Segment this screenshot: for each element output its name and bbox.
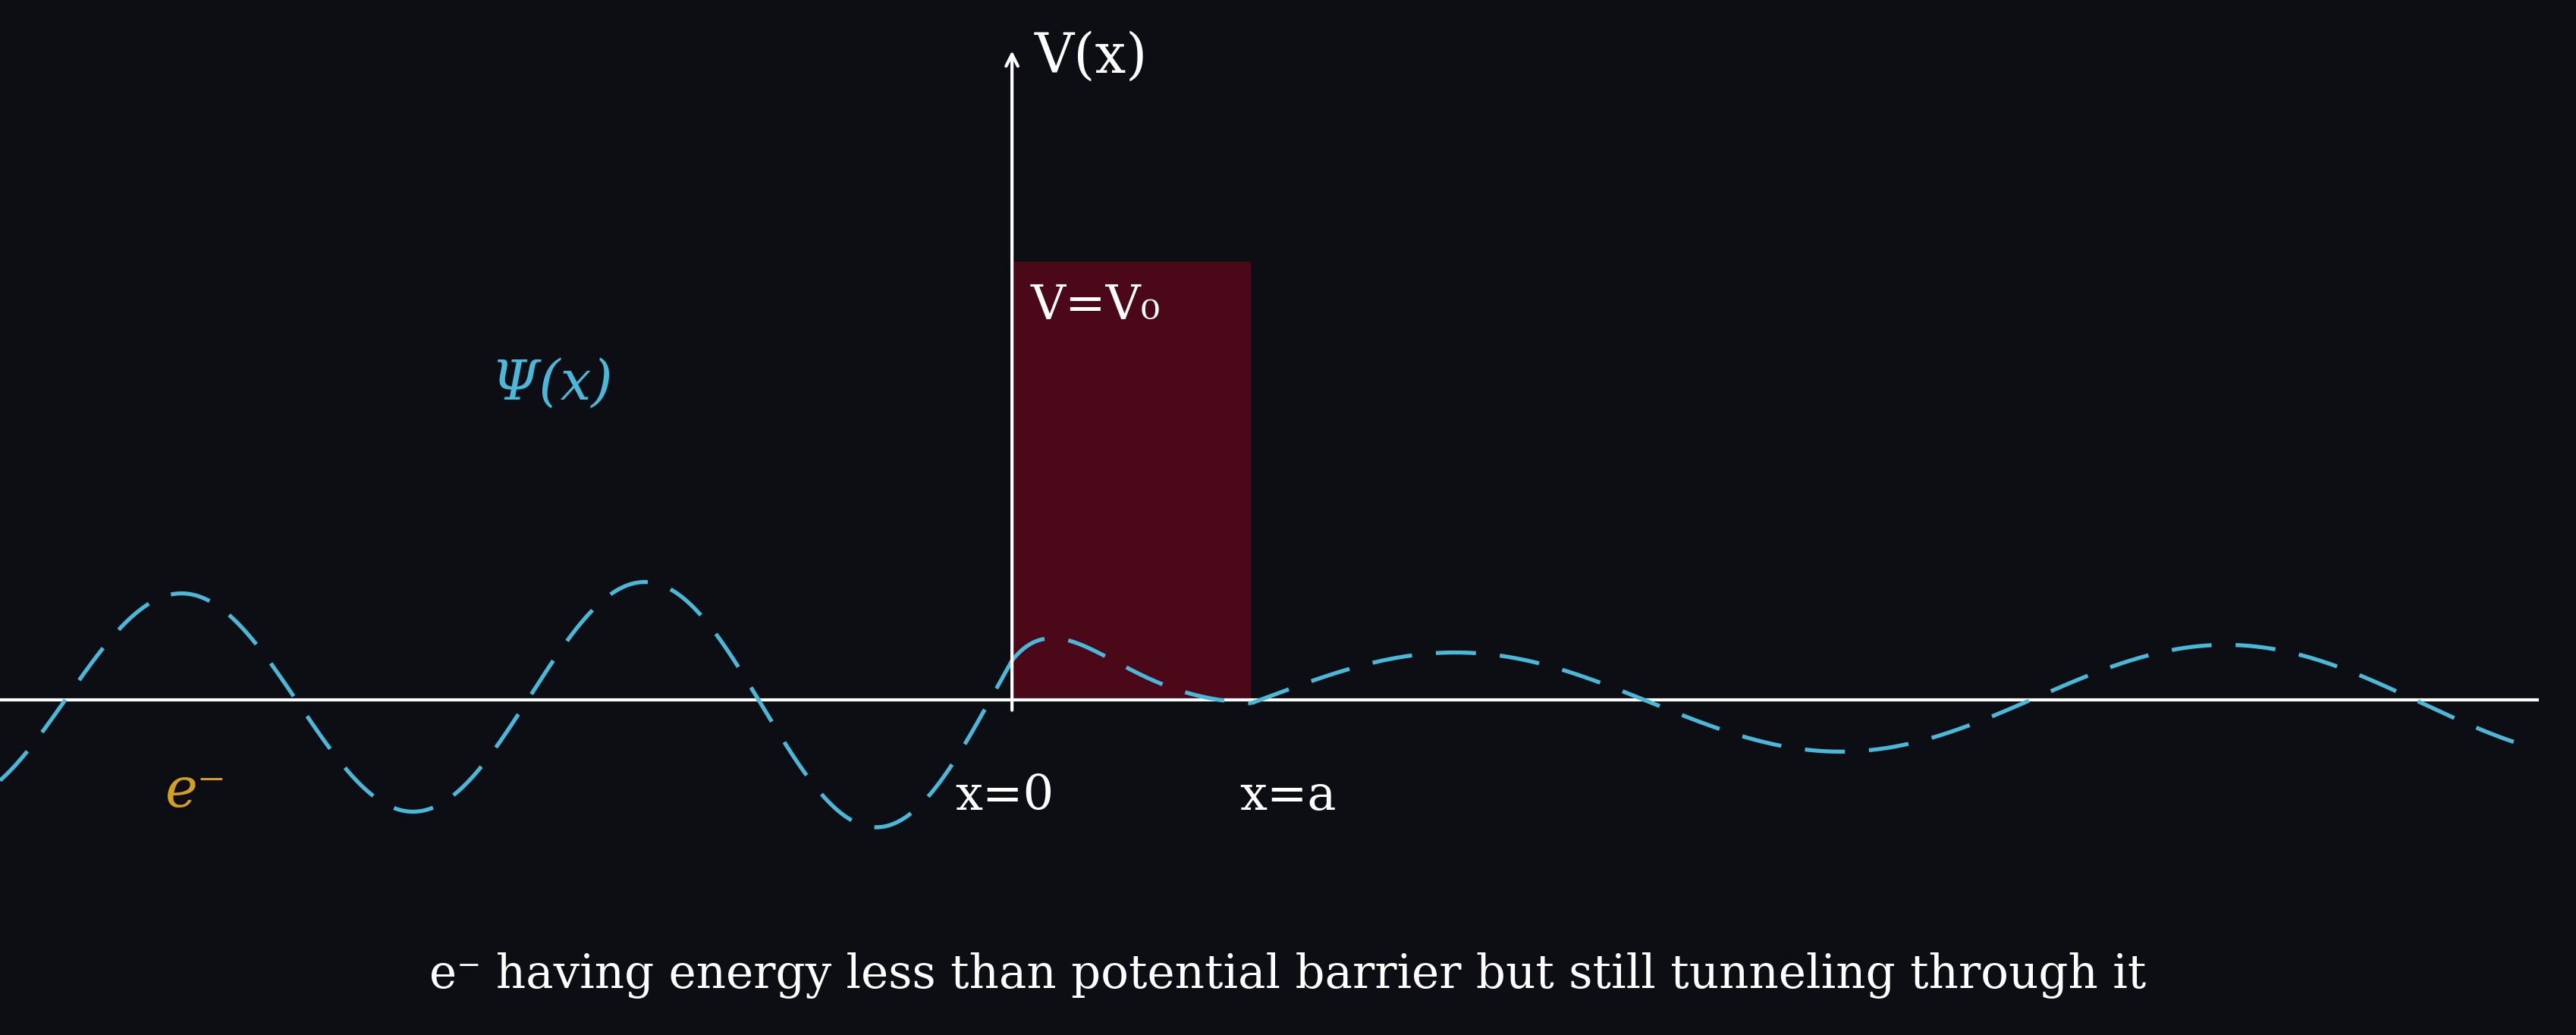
Bar	[1012, 262, 1252, 700]
Text: e⁻ having energy less than potential barrier but still tunneling through it: e⁻ having energy less than potential bar…	[430, 952, 2146, 999]
Text: x=a: x=a	[1239, 773, 1337, 820]
Text: V(x): V(x)	[1033, 30, 1146, 84]
Text: x=0: x=0	[956, 773, 1054, 820]
Text: e⁻: e⁻	[165, 765, 227, 819]
Text: Ψ(x): Ψ(x)	[492, 357, 613, 410]
Text: V=V₀: V=V₀	[1030, 283, 1159, 329]
